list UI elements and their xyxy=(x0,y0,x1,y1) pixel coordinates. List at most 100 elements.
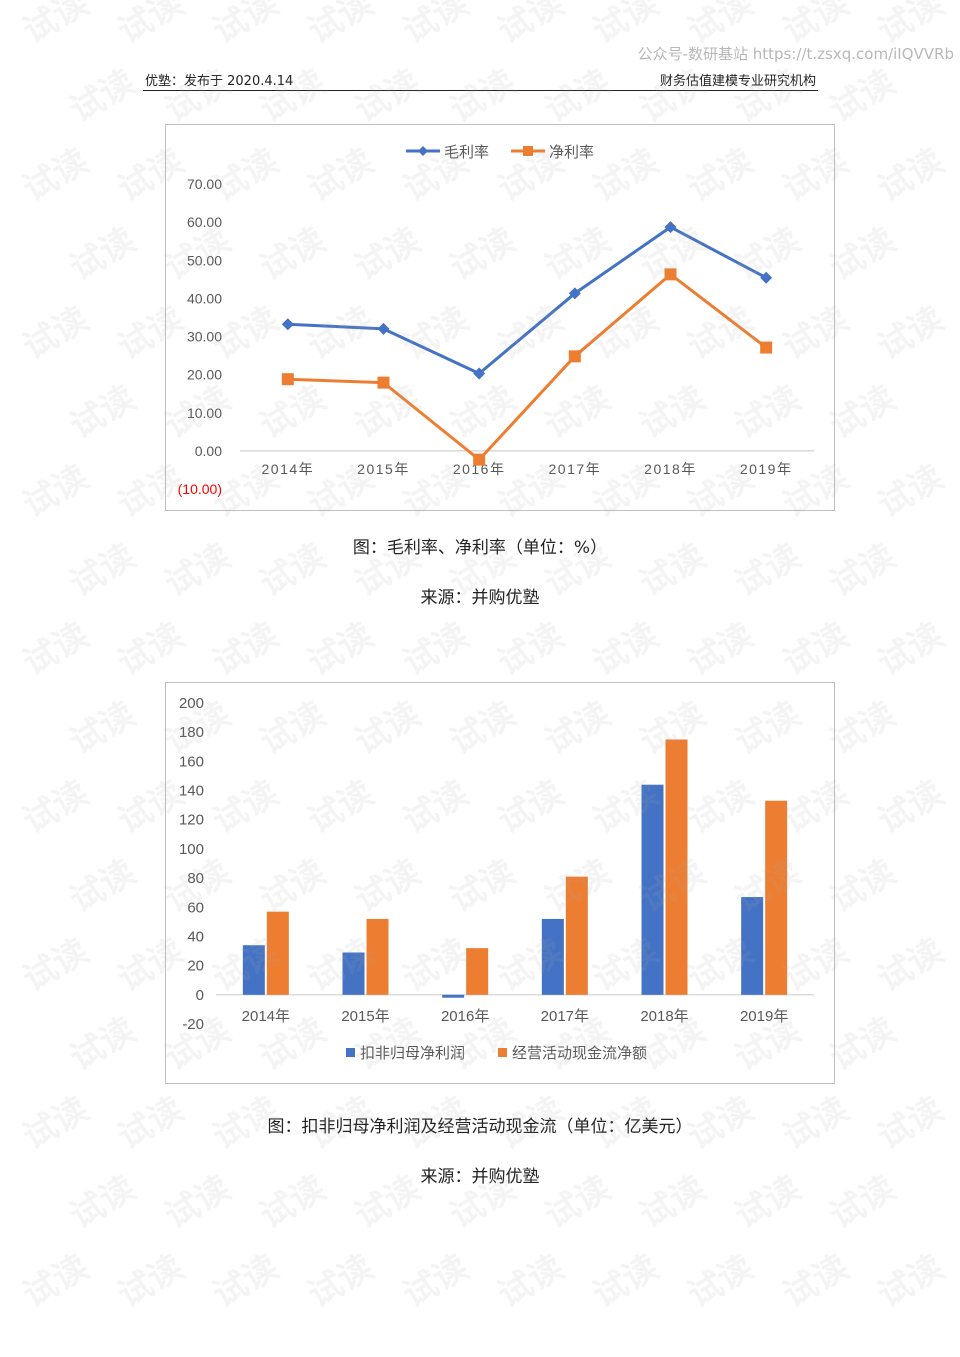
bar-1 xyxy=(641,784,664,995)
watermark-text: 试读 xyxy=(16,1247,96,1316)
y-tick-label: 180 xyxy=(179,724,204,741)
watermark-text: 试读 xyxy=(301,0,381,52)
bar-1 xyxy=(342,952,365,995)
bar-2 xyxy=(665,739,688,995)
watermark-text: 试读 xyxy=(111,1247,191,1316)
legend-marker xyxy=(346,1048,355,1057)
y-tick-label: -20 xyxy=(182,1016,204,1033)
watermark-text: 试读 xyxy=(871,141,951,210)
bar-2 xyxy=(366,918,389,995)
watermark-text: 试读 xyxy=(871,457,951,526)
watermark-text: 试读 xyxy=(871,615,951,684)
organization-label: 财务估值建模专业研究机构 xyxy=(659,74,816,89)
figure2-caption: 图：扣非归母净利润及经营活动现金流（单位：亿美元） xyxy=(267,1117,693,1137)
legend-label: 扣非归母净利润 xyxy=(360,1045,465,1062)
watermark-text: 试读 xyxy=(111,615,191,684)
x-tick-label: 2019年 xyxy=(740,461,793,477)
x-tick-label: 2016年 xyxy=(441,1008,489,1025)
bar-1 xyxy=(442,994,465,998)
x-tick-label: 2018年 xyxy=(640,1008,688,1025)
bar-2 xyxy=(266,911,289,995)
watermark-text: 试读 xyxy=(871,299,951,368)
bar-1 xyxy=(242,945,265,995)
watermark-text: 试读 xyxy=(16,299,96,368)
y-tick-label: (10.00) xyxy=(178,481,222,497)
bar-1 xyxy=(541,918,564,995)
x-tick-label: 2015年 xyxy=(341,1008,389,1025)
profit-cashflow-bar-chart: -20 0 20 40 60 80 100 120 140 160 180 200 2014年 2015年… xyxy=(165,682,835,1084)
watermark-text: 试读 xyxy=(63,694,143,763)
watermark-text: 试读 xyxy=(16,773,96,842)
y-tick-label: 40 xyxy=(187,928,204,945)
figure2-source: 来源：并购优塾 xyxy=(420,1167,540,1187)
profit-cashflow-bar-chart-svg: -20 0 20 40 60 80 100 120 140 160 180 200 2014年 2015年… xyxy=(179,695,814,1062)
y-tick-label: 160 xyxy=(179,753,204,770)
y-tick-label: 20.00 xyxy=(187,367,222,383)
watermark-text: 试读 xyxy=(253,62,333,131)
bar-2 xyxy=(466,948,489,995)
y-tick-label: 50.00 xyxy=(187,252,222,268)
data-point-marker xyxy=(377,376,390,389)
watermark-text: 试读 xyxy=(538,62,618,131)
watermark-text: 试读 xyxy=(206,615,286,684)
watermark-text: 试读 xyxy=(206,0,286,52)
watermark-text: 试读 xyxy=(871,1247,951,1316)
bar-2 xyxy=(765,800,788,995)
margin-line-chart: (10.00) 0.00 10.00 20.00 30.00 40.00 50.00 60.0… xyxy=(165,124,835,511)
watermark-text: 试读 xyxy=(871,931,951,1000)
watermark-text: 试读 xyxy=(443,62,523,131)
watermark-text: 试读 xyxy=(681,615,761,684)
watermark-text: 试读 xyxy=(63,852,143,921)
data-point-marker xyxy=(377,322,390,335)
y-tick-label: 80 xyxy=(187,870,204,887)
watermark-text: 试读 xyxy=(633,62,713,131)
watermark-text: 试读 xyxy=(396,615,476,684)
data-point-marker xyxy=(281,318,294,331)
watermark-text: 试读 xyxy=(586,1247,666,1316)
bar-2 xyxy=(565,876,588,995)
watermark-text: 试读 xyxy=(158,62,238,131)
watermark-text: 试读 xyxy=(871,773,951,842)
watermark-text: 试读 xyxy=(16,931,96,1000)
x-tick-label: 2016年 xyxy=(453,461,506,477)
y-tick-label: 60 xyxy=(187,899,204,916)
y-tick-label: 70.00 xyxy=(187,176,222,192)
data-point-marker xyxy=(664,268,677,281)
legend-marker xyxy=(523,146,533,156)
legend-label: 毛利率 xyxy=(444,144,489,161)
watermark-text: 试读 xyxy=(776,615,856,684)
watermark-text: 试读 xyxy=(681,1247,761,1316)
watermark-text: 试读 xyxy=(16,457,96,526)
source-watermark-text: 公众号-数研基站 https://t.zsxq.com/iIQVVRb xyxy=(637,45,954,63)
bar-1 xyxy=(741,897,764,995)
watermark-text: 试读 xyxy=(776,1247,856,1316)
y-tick-label: 0.00 xyxy=(195,443,222,459)
watermark-text: 试读 xyxy=(348,62,428,131)
y-tick-label: 0 xyxy=(196,987,204,1004)
publish-date-label: 优塾：发布于 2020.4.14 xyxy=(145,74,294,89)
data-point-marker xyxy=(760,341,773,354)
x-tick-label: 2015年 xyxy=(357,461,410,477)
watermark-text: 试读 xyxy=(16,0,96,52)
watermark-text: 试读 xyxy=(396,1247,476,1316)
data-point-marker xyxy=(568,350,581,363)
x-tick-label: 2014年 xyxy=(262,461,315,477)
figure1-caption: 图：毛利率、净利率（单位：%） xyxy=(352,538,608,558)
watermark-text: 试读 xyxy=(63,1010,143,1079)
watermark-text: 试读 xyxy=(491,615,571,684)
y-tick-label: 100 xyxy=(179,841,204,858)
data-point-marker xyxy=(281,373,294,386)
legend-label: 净利率 xyxy=(549,144,594,161)
x-tick-label: 2014年 xyxy=(242,1008,290,1025)
data-point-marker xyxy=(568,287,581,300)
legend-marker xyxy=(418,146,428,156)
x-tick-label: 2018年 xyxy=(644,461,697,477)
watermark-text: 试读 xyxy=(491,1247,571,1316)
watermark-text: 试读 xyxy=(111,0,191,52)
page-header: 优塾：发布于 2020.4.14 财务估值建模专业研究机构 xyxy=(143,68,818,91)
data-point-marker xyxy=(664,221,677,234)
watermark-text: 试读 xyxy=(16,141,96,210)
margin-line-chart-svg: (10.00) 0.00 10.00 20.00 30.00 40.00 50.00 60.0… xyxy=(178,144,814,497)
y-tick-label: 140 xyxy=(179,783,204,800)
y-tick-label: 120 xyxy=(179,812,204,829)
